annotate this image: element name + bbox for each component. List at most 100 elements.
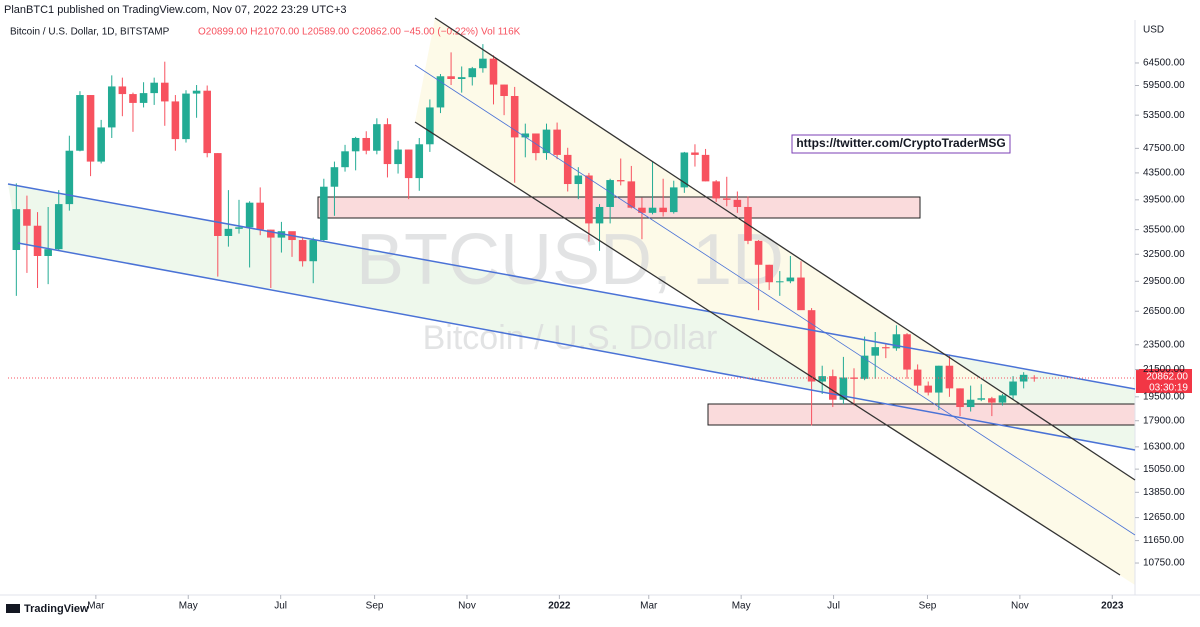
candle-body [998, 395, 1007, 403]
candle-body [489, 58, 498, 85]
plot: BTCUSD, 1D Bitcoin / U.S. Dollar [8, 18, 1136, 585]
y-tick-label: 43500.00 [1143, 168, 1185, 179]
candle-body [871, 347, 880, 356]
candle-body [203, 90, 211, 154]
publisher: PlanBTC1 published on TradingView.com, N… [4, 4, 347, 16]
candle-body [532, 133, 540, 154]
candle-body [797, 277, 805, 311]
candle-body [807, 310, 816, 382]
candle-body [12, 209, 21, 251]
candle-body [436, 76, 445, 108]
y-tick-label: 39500.00 [1143, 194, 1185, 205]
y-tick-label: 15050.00 [1143, 464, 1185, 475]
x-tick-label: 2023 [1101, 601, 1124, 612]
trend-line [434, 17, 1136, 481]
candle-body [182, 93, 190, 140]
candle-body [383, 124, 392, 165]
candle-body [680, 152, 689, 188]
candle-body [585, 175, 593, 224]
candle-body [818, 376, 826, 382]
candle-body [669, 187, 678, 213]
y-tick-label: 19500.00 [1143, 391, 1185, 402]
y-tick-label: 12650.00 [1143, 512, 1185, 523]
candle-body [468, 68, 477, 78]
y-tick-label: 29500.00 [1143, 276, 1185, 287]
y-tick-label: 10750.00 [1143, 558, 1185, 569]
candle-body [214, 153, 222, 236]
symbol: Bitcoin / U.S. Dollar, 1D, BITSTAMP [10, 27, 170, 38]
candle-body [1009, 381, 1017, 396]
candle-body [627, 181, 636, 208]
candle-body [426, 107, 434, 145]
candle-body [362, 137, 371, 151]
logo [6, 604, 20, 613]
candle-body [54, 204, 63, 250]
candle-body [966, 399, 975, 408]
x-tick-label: Mar [640, 601, 658, 612]
candle-body [139, 93, 148, 103]
candle-body [107, 86, 116, 128]
candle-body [616, 180, 625, 182]
y-tick-label: 16300.00 [1143, 441, 1185, 452]
x-tick-label: Sep [366, 601, 384, 612]
candle-body [553, 129, 561, 155]
candle-body [267, 229, 275, 238]
zone [317, 196, 921, 219]
candle-body [235, 227, 243, 229]
candle-body [341, 151, 349, 168]
candle-body [521, 133, 530, 138]
candle-body [171, 101, 180, 140]
candle-body [320, 186, 328, 241]
x-tick-label: 2022 [548, 601, 571, 612]
candle-body [415, 144, 424, 179]
candle-body [447, 76, 455, 80]
candle-body [860, 355, 869, 379]
countdown: 03:30:19 [1149, 383, 1188, 394]
candle-body [150, 82, 158, 94]
x-tick-label: May [732, 601, 751, 612]
candle-body [160, 82, 169, 102]
y-tick-label: 17900.00 [1143, 415, 1185, 426]
candle-body [129, 94, 137, 103]
candle-body [192, 90, 201, 94]
candle-body [44, 249, 52, 256]
candle-body [924, 385, 933, 393]
x-tick-label: Jul [274, 601, 287, 612]
candle-body [76, 95, 84, 151]
candle-body [956, 388, 964, 408]
candle-body [542, 129, 551, 154]
brand: TradingView [24, 603, 89, 615]
candle-body [701, 154, 710, 182]
watermark: BTCUSD, 1D [356, 220, 784, 300]
candle-body [839, 377, 848, 400]
y-tick-label: 21500.00 [1143, 364, 1185, 375]
candle-body [298, 240, 307, 262]
channel-fill [415, 18, 1135, 585]
candle-body [118, 86, 127, 95]
candle-body [351, 137, 360, 152]
candle-body [510, 96, 519, 138]
candle-body [638, 207, 646, 213]
price: 20862.00 [1146, 372, 1188, 383]
candle-body [404, 149, 413, 179]
candle-body [754, 240, 763, 265]
link: https://twitter.com/CryptoTraderMSG [796, 136, 1005, 150]
trend-line [414, 121, 1121, 576]
x-tick-label: Sep [919, 601, 937, 612]
candle-body [309, 240, 318, 262]
candle-body [988, 398, 996, 403]
candle-body [595, 206, 604, 224]
candle-body [903, 334, 911, 370]
candle-body [722, 198, 731, 200]
y-tick-label: 35500.00 [1143, 224, 1185, 235]
x-tick-label: Nov [458, 601, 476, 612]
candle-body [606, 180, 614, 207]
candle-body [500, 84, 508, 97]
candle-body [245, 202, 254, 228]
candle-body [648, 207, 657, 213]
zone [707, 403, 1136, 426]
currency: USD [1143, 25, 1164, 36]
trend-line [414, 64, 1136, 536]
